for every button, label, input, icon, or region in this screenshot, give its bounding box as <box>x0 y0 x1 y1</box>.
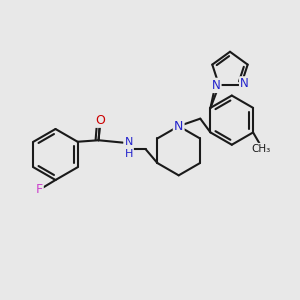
Text: N
H: N H <box>124 137 133 159</box>
Text: O: O <box>95 114 105 127</box>
Text: F: F <box>35 183 43 196</box>
Text: CH₃: CH₃ <box>251 144 270 154</box>
Text: N: N <box>212 79 220 92</box>
Text: N: N <box>240 77 249 90</box>
Text: N: N <box>174 120 183 133</box>
